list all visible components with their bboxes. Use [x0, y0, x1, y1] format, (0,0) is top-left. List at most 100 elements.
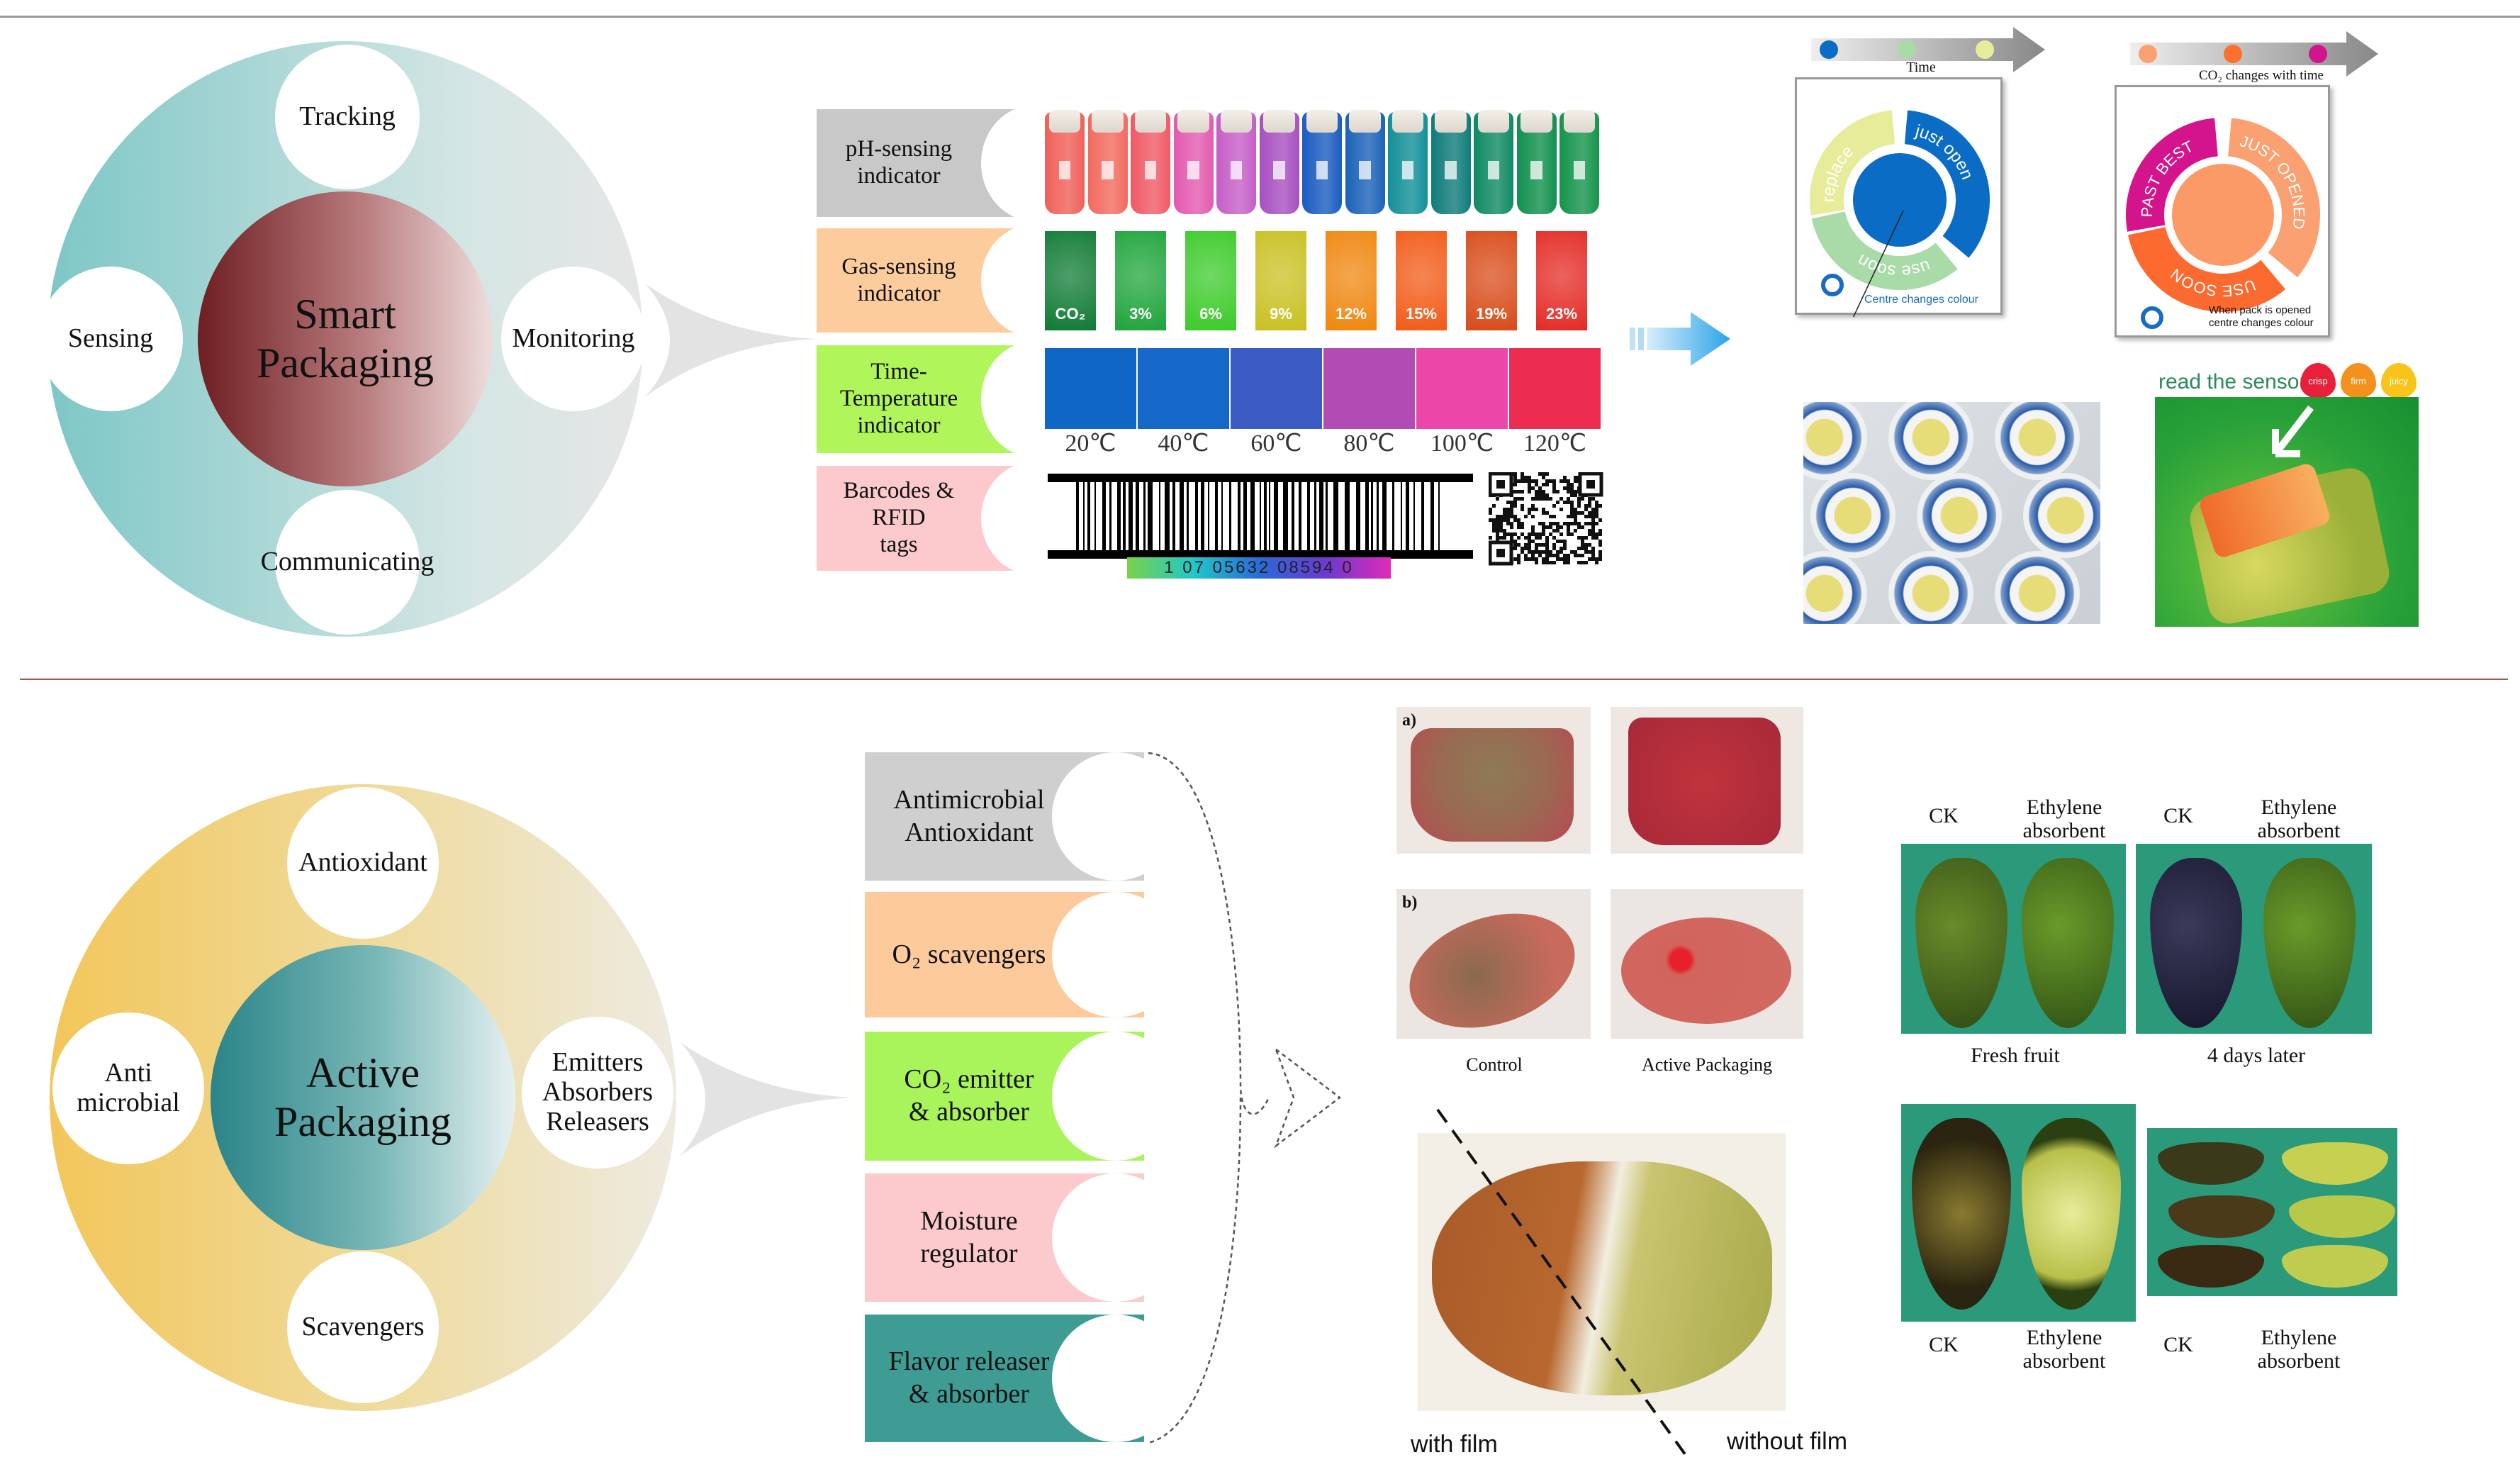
barcode-bar: [1345, 482, 1350, 550]
ph-vial: [1259, 110, 1299, 214]
label-line: indicator: [857, 163, 941, 189]
ph-vials-photo: [1045, 109, 1602, 217]
color-dot: [2224, 45, 2242, 63]
barcode-bar: [1365, 482, 1369, 550]
barcode-bar: [1243, 482, 1247, 550]
barcode-bar: [1326, 482, 1328, 550]
function-line: & absorber: [909, 1379, 1029, 1409]
active-chevron-arrow: [681, 1042, 851, 1156]
barcode-bar: [1201, 482, 1204, 550]
tti-temperature-label: 80℃: [1343, 430, 1395, 457]
text-line: Ethylene: [2261, 1326, 2337, 1349]
bread-photo: [1418, 1133, 1786, 1411]
meat-photo-b-active: [1611, 889, 1803, 1039]
row-a-label: a): [1402, 711, 1416, 730]
barcode-bar: [1413, 482, 1415, 550]
gas-swatch: 6%: [1185, 231, 1236, 330]
ph-vial: [1216, 110, 1256, 214]
barcode-bar: [1187, 482, 1189, 550]
text-line: Ethylene: [2026, 796, 2102, 819]
barcode-bar: [1292, 482, 1294, 550]
text-line: absorbent: [2022, 819, 2106, 842]
ph-vial: [1430, 110, 1471, 214]
sat-line: Releasers: [546, 1106, 649, 1137]
barcode-bar: [1087, 482, 1090, 550]
satellite-tracking: Tracking: [275, 45, 420, 189]
ck-label: CK: [2143, 1333, 2214, 1356]
satellite-communicating: Communicating: [261, 490, 434, 635]
four-days-later-label: 4 days later: [2185, 1044, 2327, 1067]
text-line: absorbent: [2022, 1349, 2106, 1373]
barcode-bar: [1371, 482, 1373, 550]
avocado: [2168, 1195, 2275, 1238]
text-line: CK: [1929, 1333, 1959, 1356]
tti-swatch: [1323, 348, 1415, 429]
gas-swatch: 15%: [1396, 231, 1447, 330]
tti-swatch: [1045, 348, 1136, 429]
label-line: pH-sensing: [845, 136, 953, 162]
barcode-bar: [1274, 482, 1278, 550]
sensor-label-sticker: [2023, 473, 2100, 558]
barcode-bar: [1229, 482, 1231, 550]
barcode-bar: [1314, 482, 1316, 550]
sat-line: Anti: [104, 1058, 152, 1088]
freshness-indicator-card-2: PAST BEST JUST OPENED USE SOON When pack i…: [2115, 85, 2330, 337]
ph-vial: [1302, 110, 1342, 214]
satellite-sensing: Sensing: [38, 267, 183, 411]
barcode-bar: [1333, 482, 1338, 550]
function-line: Antioxidant: [905, 817, 1034, 847]
barcode-bar: [1136, 482, 1139, 550]
barcode-bar: [1102, 482, 1106, 550]
gas-swatch: 12%: [1326, 231, 1377, 330]
time-arrow: [1811, 27, 2045, 72]
meat-photo-a-control: a): [1396, 707, 1591, 854]
section-divider: [20, 679, 2508, 680]
barcode-bar: [1382, 482, 1387, 550]
tti-swatches: 20℃ 40℃ 60℃ 80℃ 100℃ 120℃: [1045, 345, 1602, 459]
sensor-drop-crisp: crisp: [2300, 363, 2336, 398]
avocado: [2158, 1245, 2264, 1288]
drop-label: crisp: [2308, 375, 2328, 386]
sensor-label-sticker: [1810, 473, 1895, 558]
sat-line: Emitters: [551, 1047, 644, 1078]
satellite-scavengers: Scavengers: [287, 1251, 439, 1403]
barcode-bar: [1307, 482, 1310, 550]
ph-vial: [1559, 110, 1599, 214]
caption-control: Control: [1466, 1054, 1523, 1075]
dial-segment: [2227, 118, 2320, 278]
function-item: O₂ scavengers: [865, 892, 1180, 1017]
dial1-note: Centre changes colour: [1864, 294, 1978, 306]
active-title-line2: Packaging: [274, 1098, 452, 1145]
label-line: Time-Temperature: [839, 359, 958, 412]
barcode-bar: [1238, 482, 1241, 550]
function-line: regulator: [920, 1238, 1018, 1268]
dial-segment: [1904, 110, 1990, 258]
blue-arrow-icon: [1630, 312, 1730, 366]
dial-segment: [2127, 226, 2286, 312]
sensor-labels-photo: [1803, 402, 2100, 624]
barcode-bar: [1143, 482, 1146, 550]
without-film-label: without film: [1727, 1428, 1848, 1455]
sensor-drops: crisp firm juicy: [2300, 360, 2421, 403]
sensor-label-sticker: [1917, 473, 2002, 558]
barcode-bar: [1299, 482, 1301, 550]
barcode-bar: [1269, 482, 1270, 550]
color-dot: [2309, 45, 2327, 63]
barcode-bar: [1392, 482, 1394, 550]
sensor-label-sticker: [1803, 551, 1867, 624]
avocado: [2263, 858, 2356, 1028]
barcode-bar: [1083, 482, 1085, 550]
label-time-temperature: Time-Temperature indicator: [817, 341, 1087, 457]
drop-label: firm: [2351, 375, 2366, 386]
barcode-bar: [1283, 482, 1288, 550]
label-line: tags: [880, 531, 918, 557]
color-dot: [1820, 40, 1838, 59]
avocado-photo: [2136, 844, 2372, 1034]
barcode-bar: [1094, 482, 1096, 550]
co2-arrow: [2130, 31, 2378, 77]
ph-vial: [1173, 110, 1214, 214]
barcode-bar: [1180, 482, 1184, 550]
sat-line: Absorbers: [542, 1077, 654, 1108]
barcode-bar: [1208, 482, 1209, 550]
